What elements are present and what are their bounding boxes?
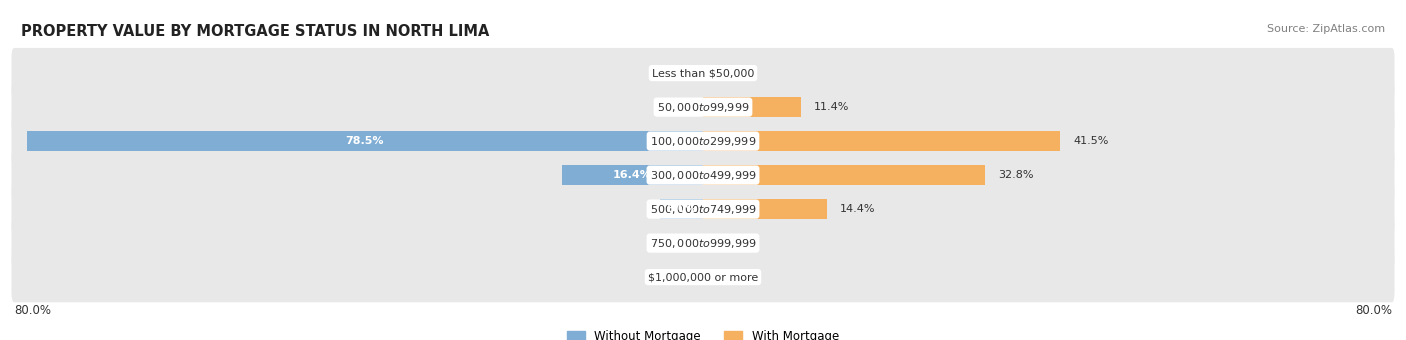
FancyBboxPatch shape — [11, 218, 1395, 268]
Text: 41.5%: 41.5% — [1073, 136, 1109, 146]
Text: PROPERTY VALUE BY MORTGAGE STATUS IN NORTH LIMA: PROPERTY VALUE BY MORTGAGE STATUS IN NOR… — [21, 24, 489, 39]
Bar — [703, 97, 801, 117]
Text: Source: ZipAtlas.com: Source: ZipAtlas.com — [1267, 24, 1385, 34]
Text: 32.8%: 32.8% — [998, 170, 1033, 180]
Text: $1,000,000 or more: $1,000,000 or more — [648, 272, 758, 282]
Text: $500,000 to $749,999: $500,000 to $749,999 — [650, 203, 756, 216]
Text: 11.4%: 11.4% — [814, 102, 849, 112]
Text: 0.0%: 0.0% — [654, 68, 682, 78]
Text: 80.0%: 80.0% — [14, 304, 51, 317]
Bar — [562, 165, 703, 185]
FancyBboxPatch shape — [11, 184, 1395, 234]
Text: 16.4%: 16.4% — [613, 170, 652, 180]
Text: $50,000 to $99,999: $50,000 to $99,999 — [657, 101, 749, 114]
Text: 0.0%: 0.0% — [724, 238, 752, 248]
Text: 0.0%: 0.0% — [724, 68, 752, 78]
Text: $300,000 to $499,999: $300,000 to $499,999 — [650, 169, 756, 182]
Bar — [703, 165, 986, 185]
Text: $750,000 to $999,999: $750,000 to $999,999 — [650, 237, 756, 250]
Bar — [703, 199, 827, 219]
Bar — [659, 199, 703, 219]
Text: 78.5%: 78.5% — [346, 136, 384, 146]
Text: Less than $50,000: Less than $50,000 — [652, 68, 754, 78]
Text: 0.0%: 0.0% — [654, 238, 682, 248]
Text: 0.0%: 0.0% — [654, 102, 682, 112]
Bar — [703, 131, 1060, 151]
Legend: Without Mortgage, With Mortgage: Without Mortgage, With Mortgage — [562, 325, 844, 340]
FancyBboxPatch shape — [11, 48, 1395, 98]
FancyBboxPatch shape — [11, 116, 1395, 166]
FancyBboxPatch shape — [11, 252, 1395, 302]
Text: $100,000 to $299,999: $100,000 to $299,999 — [650, 135, 756, 148]
Bar — [27, 131, 703, 151]
Text: 14.4%: 14.4% — [839, 204, 876, 214]
FancyBboxPatch shape — [11, 82, 1395, 132]
FancyBboxPatch shape — [11, 150, 1395, 200]
Text: 80.0%: 80.0% — [1355, 304, 1392, 317]
Text: 0.0%: 0.0% — [724, 272, 752, 282]
Text: 5.0%: 5.0% — [666, 204, 697, 214]
Text: 0.0%: 0.0% — [654, 272, 682, 282]
